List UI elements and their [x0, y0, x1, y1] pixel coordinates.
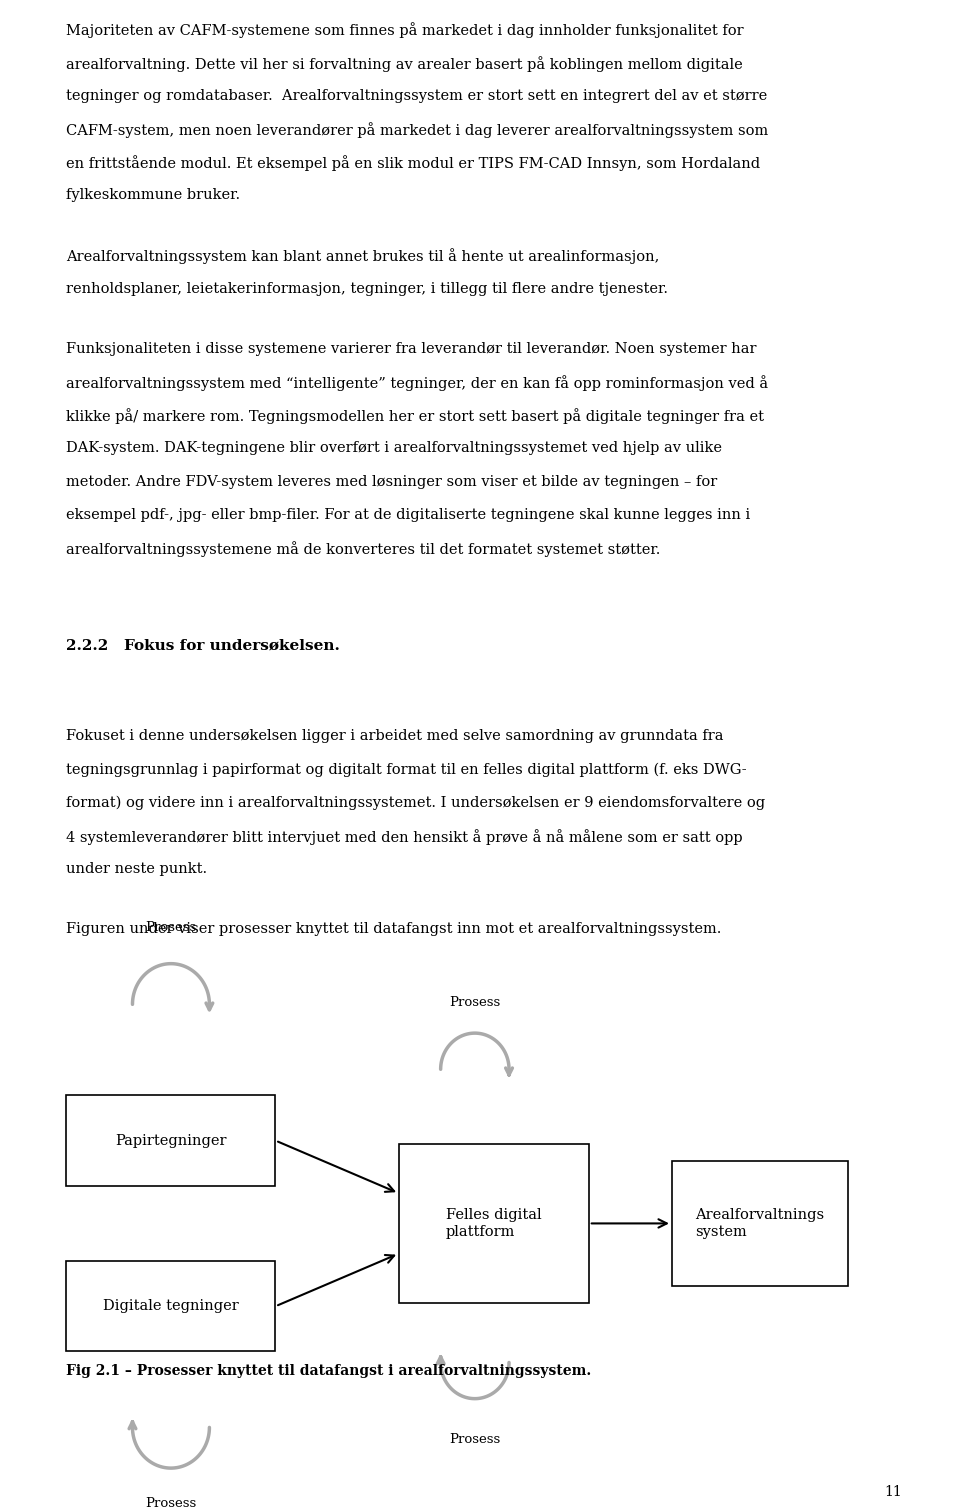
Text: Fokuset i denne undersøkelsen ligger i arbeidet med selve samordning av grunndat: Fokuset i denne undersøkelsen ligger i a… — [66, 729, 724, 744]
Text: tegninger og romdatabaser.  Arealforvaltningssystem er stort sett en integrert d: tegninger og romdatabaser. Arealforvaltn… — [66, 89, 768, 103]
Text: Digitale tegninger: Digitale tegninger — [103, 1299, 239, 1313]
Text: Prosess: Prosess — [145, 1497, 197, 1509]
Text: Fig 2.1 – Prosesser knyttet til datafangst i arealforvaltningssystem.: Fig 2.1 – Prosesser knyttet til datafang… — [66, 1364, 591, 1378]
Text: Figuren under viser prosesser knyttet til datafangst inn mot et arealforvaltning: Figuren under viser prosesser knyttet ti… — [66, 922, 722, 936]
FancyBboxPatch shape — [66, 1262, 276, 1352]
Text: klikke på/ markere rom. Tegningsmodellen her er stort sett basert på digitale te: klikke på/ markere rom. Tegningsmodellen… — [66, 409, 764, 424]
Text: eksempel pdf-, jpg- eller bmp-filer. For at de digitaliserte tegningene skal kun: eksempel pdf-, jpg- eller bmp-filer. For… — [66, 507, 751, 522]
Text: 2.2.2   Fokus for undersøkelsen.: 2.2.2 Fokus for undersøkelsen. — [66, 638, 341, 653]
Text: under neste punkt.: under neste punkt. — [66, 862, 207, 875]
Text: Arealforvaltnings
system: Arealforvaltnings system — [695, 1209, 825, 1239]
FancyBboxPatch shape — [398, 1144, 588, 1302]
Text: metoder. Andre FDV-system leveres med løsninger som viser et bilde av tegningen : metoder. Andre FDV-system leveres med lø… — [66, 475, 718, 489]
Text: Prosess: Prosess — [449, 996, 500, 1008]
Text: Felles digital
plattform: Felles digital plattform — [446, 1209, 541, 1239]
Text: Funksjonaliteten i disse systemene varierer fra leverandør til leverandør. Noen : Funksjonaliteten i disse systemene varie… — [66, 343, 757, 356]
Text: tegningsgrunnlag i papirformat og digitalt format til en felles digital plattfor: tegningsgrunnlag i papirformat og digita… — [66, 762, 747, 777]
Text: CAFM-system, men noen leverandører på markedet i dag leverer arealforvaltningssy: CAFM-system, men noen leverandører på ma… — [66, 122, 769, 137]
Text: Prosess: Prosess — [449, 1432, 500, 1446]
Text: Arealforvaltningssystem kan blant annet brukes til å hente ut arealinformasjon,: Arealforvaltningssystem kan blant annet … — [66, 249, 660, 264]
Text: Prosess: Prosess — [145, 920, 197, 934]
FancyBboxPatch shape — [66, 1096, 276, 1186]
Text: DAK-system. DAK-tegningene blir overført i arealforvaltningssystemet ved hjelp a: DAK-system. DAK-tegningene blir overført… — [66, 442, 723, 456]
Text: Majoriteten av CAFM-systemene som finnes på markedet i dag innholder funksjonali: Majoriteten av CAFM-systemene som finnes… — [66, 23, 744, 38]
Text: arealforvaltning. Dette vil her si forvaltning av arealer basert på koblingen me: arealforvaltning. Dette vil her si forva… — [66, 56, 743, 71]
Text: renholdsplaner, leietakerinformasjon, tegninger, i tillegg til flere andre tjene: renholdsplaner, leietakerinformasjon, te… — [66, 282, 668, 296]
FancyBboxPatch shape — [672, 1162, 848, 1286]
Text: en frittstående modul. Et eksempel på en slik modul er TIPS FM-CAD Innsyn, som H: en frittstående modul. Et eksempel på en… — [66, 155, 760, 171]
Text: 4 systemleverandører blitt intervjuet med den hensikt å prøve å nå målene som er: 4 systemleverandører blitt intervjuet me… — [66, 828, 743, 845]
Text: format) og videre inn i arealforvaltningssystemet. I undersøkelsen er 9 eiendoms: format) og videre inn i arealforvaltning… — [66, 795, 766, 810]
Text: 11: 11 — [884, 1485, 902, 1498]
Text: fylkeskommune bruker.: fylkeskommune bruker. — [66, 189, 241, 202]
Text: arealforvaltningssystem med “intelligente” tegninger, der en kan få opp rominfor: arealforvaltningssystem med “intelligent… — [66, 376, 769, 391]
Text: arealforvaltningssystemene må de konverteres til det formatet systemet støtter.: arealforvaltningssystemene må de konvert… — [66, 540, 660, 557]
Text: Papirtegninger: Papirtegninger — [115, 1133, 227, 1147]
